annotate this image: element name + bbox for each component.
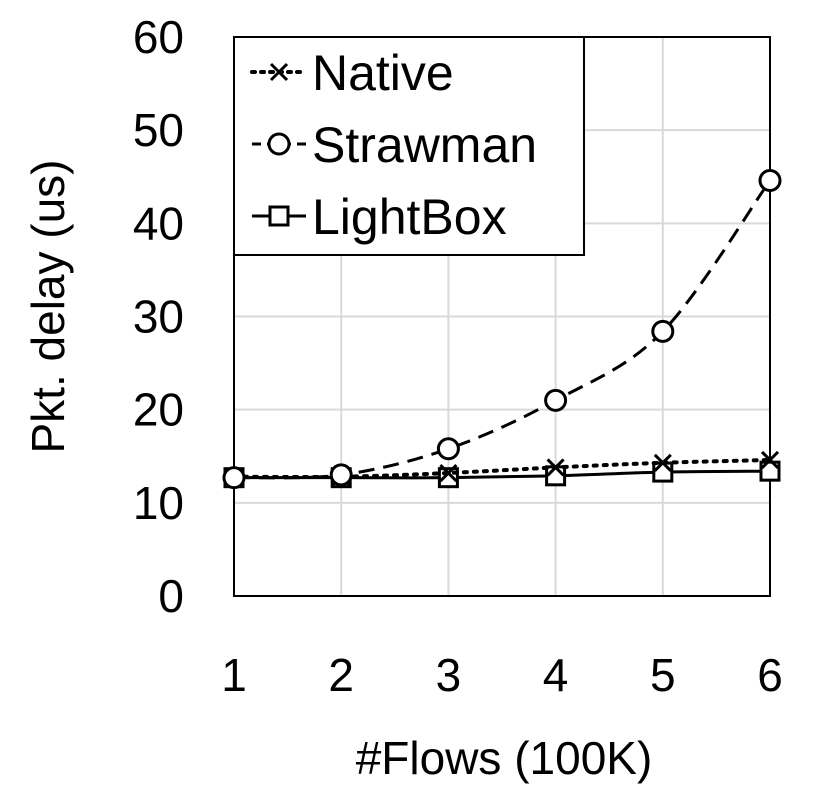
- legend-item-native: Native: [250, 45, 454, 101]
- data-point-strawman: [222, 466, 246, 490]
- legend-item-strawman: Strawman: [252, 117, 537, 173]
- legend-label-strawman: Strawman: [312, 117, 537, 173]
- y-tick-label: 50: [133, 104, 184, 156]
- x-tick-label: 5: [650, 649, 676, 701]
- series-lightbox: [223, 460, 781, 489]
- data-point-lightbox: [652, 461, 674, 483]
- legend-items: Native Strawman LightBox: [250, 45, 537, 245]
- legend-marker-lightbox: [268, 205, 290, 227]
- data-point-strawman: [544, 388, 568, 412]
- data-point-strawman: [651, 319, 675, 343]
- legend-item-lightbox: LightBox: [252, 189, 507, 245]
- data-point-native: [760, 450, 780, 470]
- x-axis-title: #Flows (100K): [356, 732, 653, 784]
- series-line-lightbox: [233, 469, 771, 480]
- y-tick-label: 10: [133, 477, 184, 529]
- tick-labels: 0 10 20 30 40 50 60 1 2 3 4 5 6: [133, 11, 783, 701]
- data-point-native: [439, 463, 458, 483]
- legend-label-lightbox: LightBox: [312, 189, 507, 245]
- series-line-native: [232, 457, 772, 480]
- y-tick-label: 20: [133, 384, 184, 436]
- x-tick-label: 1: [221, 649, 247, 701]
- x-tick-label: 2: [328, 649, 354, 701]
- data-point-strawman: [758, 168, 782, 192]
- data-point-strawman: [329, 463, 353, 487]
- y-tick-label: 30: [133, 291, 184, 343]
- y-tick-label: 0: [158, 570, 184, 622]
- legend-label-native: Native: [312, 45, 454, 101]
- series-strawman: [222, 168, 782, 490]
- data-point-strawman: [436, 437, 460, 461]
- y-tick-label: 40: [133, 197, 184, 249]
- y-axis-title: Pkt. delay (us): [22, 160, 74, 454]
- y-tick-label: 60: [133, 11, 184, 63]
- x-tick-label: 4: [543, 649, 569, 701]
- x-tick-label: 6: [757, 649, 783, 701]
- data-point-native: [546, 458, 565, 477]
- series-layer: [222, 168, 782, 490]
- series-native: [224, 450, 780, 486]
- x-tick-label: 3: [436, 649, 462, 701]
- data-point-native: [653, 453, 672, 472]
- data-point-lightbox: [759, 460, 781, 482]
- legend: Native Strawman LightBox: [233, 36, 585, 256]
- legend-marker-strawman: [267, 132, 291, 156]
- legend-marker-native: [269, 62, 289, 82]
